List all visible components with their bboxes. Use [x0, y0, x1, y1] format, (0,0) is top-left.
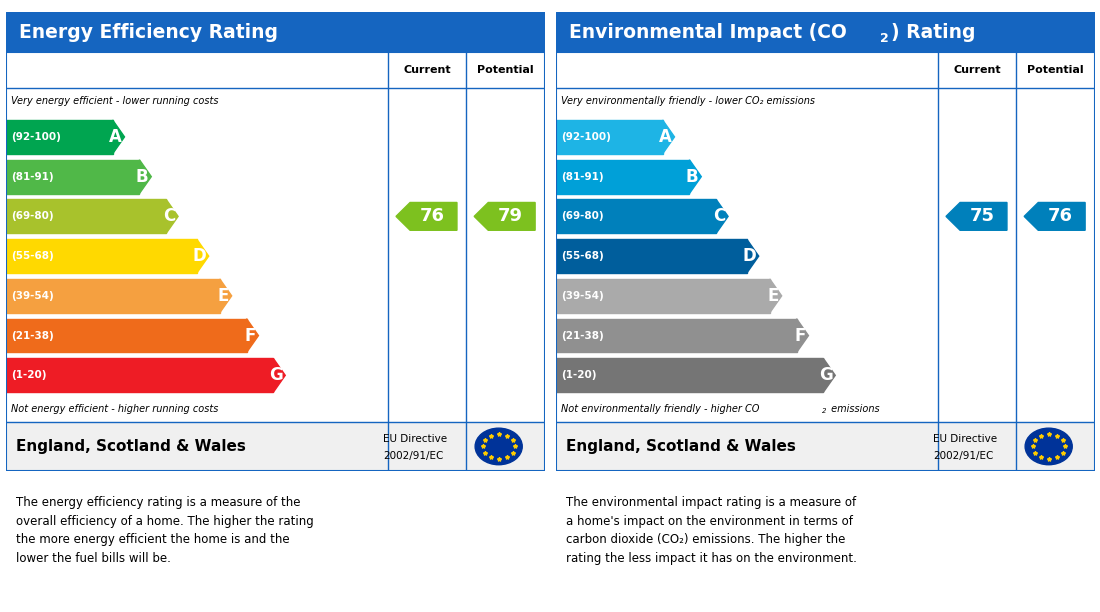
Text: Not energy efficient - higher running costs: Not energy efficient - higher running co…	[11, 404, 218, 414]
Text: D: D	[742, 247, 756, 265]
Text: (81-91): (81-91)	[561, 171, 604, 182]
Text: Potential: Potential	[477, 65, 534, 75]
Text: A: A	[659, 128, 672, 146]
Text: Energy Efficiency Rating: Energy Efficiency Rating	[19, 23, 278, 42]
Polygon shape	[197, 239, 209, 273]
Polygon shape	[112, 120, 124, 154]
Text: A: A	[109, 128, 122, 146]
Bar	[556, 239, 747, 273]
Text: B: B	[136, 168, 149, 185]
Text: B: B	[686, 168, 698, 185]
Text: (69-80): (69-80)	[11, 211, 54, 222]
Bar	[6, 319, 246, 353]
Text: Current: Current	[404, 65, 451, 75]
Text: F: F	[244, 327, 256, 345]
Text: 2: 2	[823, 408, 827, 414]
Text: (92-100): (92-100)	[561, 132, 610, 142]
Text: Very energy efficient - lower running costs: Very energy efficient - lower running co…	[11, 96, 219, 106]
Text: (39-54): (39-54)	[561, 291, 604, 301]
Polygon shape	[140, 160, 152, 193]
Circle shape	[475, 428, 522, 465]
Text: Very environmentally friendly - lower CO₂ emissions: Very environmentally friendly - lower CO…	[561, 96, 815, 106]
Text: G: G	[268, 367, 283, 384]
Bar	[6, 200, 166, 233]
Text: C: C	[713, 207, 725, 225]
Text: (21-38): (21-38)	[561, 330, 604, 341]
Polygon shape	[796, 319, 808, 353]
Text: F: F	[794, 327, 806, 345]
Polygon shape	[1024, 203, 1085, 230]
Bar	[6, 160, 140, 193]
Text: 76: 76	[419, 207, 444, 225]
Text: EU Directive: EU Directive	[383, 435, 447, 444]
Text: The energy efficiency rating is a measure of the
overall efficiency of a home. T: The energy efficiency rating is a measur…	[16, 496, 313, 565]
Text: (21-38): (21-38)	[11, 330, 54, 341]
Text: (55-68): (55-68)	[11, 251, 54, 261]
Bar	[556, 160, 690, 193]
Bar	[6, 279, 220, 313]
Text: Environmental Impact (CO: Environmental Impact (CO	[569, 23, 847, 42]
Text: England, Scotland & Wales: England, Scotland & Wales	[16, 439, 246, 454]
Text: (92-100): (92-100)	[11, 132, 60, 142]
Text: England, Scotland & Wales: England, Scotland & Wales	[566, 439, 796, 454]
Bar	[556, 319, 796, 353]
Text: (81-91): (81-91)	[11, 171, 54, 182]
Text: (1-20): (1-20)	[561, 370, 596, 380]
Text: 2: 2	[880, 32, 889, 45]
Polygon shape	[662, 120, 674, 154]
Polygon shape	[690, 160, 702, 193]
Polygon shape	[166, 200, 178, 233]
Text: (69-80): (69-80)	[561, 211, 604, 222]
Text: EU Directive: EU Directive	[933, 435, 997, 444]
Text: ) Rating: ) Rating	[891, 23, 976, 42]
Text: 75: 75	[969, 207, 994, 225]
Bar	[6, 359, 274, 392]
Text: Potential: Potential	[1027, 65, 1084, 75]
Bar	[556, 200, 716, 233]
Bar	[6, 422, 544, 471]
Polygon shape	[274, 359, 285, 392]
Text: (1-20): (1-20)	[11, 370, 46, 380]
Text: emissions: emissions	[827, 404, 879, 414]
Bar	[556, 120, 662, 154]
Text: 79: 79	[497, 207, 522, 225]
Text: (39-54): (39-54)	[11, 291, 54, 301]
Text: The environmental impact rating is a measure of
a home's impact on the environme: The environmental impact rating is a mea…	[566, 496, 857, 565]
Polygon shape	[220, 279, 232, 313]
Text: G: G	[818, 367, 833, 384]
Polygon shape	[474, 203, 535, 230]
Text: C: C	[163, 207, 175, 225]
Bar	[6, 120, 112, 154]
Polygon shape	[396, 203, 456, 230]
Text: 76: 76	[1047, 207, 1072, 225]
Text: E: E	[218, 287, 229, 305]
Text: D: D	[192, 247, 206, 265]
Bar	[556, 359, 824, 392]
Bar	[6, 239, 197, 273]
Polygon shape	[946, 203, 1006, 230]
Text: Not environmentally friendly - higher CO: Not environmentally friendly - higher CO	[561, 404, 759, 414]
Text: 2002/91/EC: 2002/91/EC	[933, 451, 993, 461]
Polygon shape	[824, 359, 835, 392]
Polygon shape	[770, 279, 782, 313]
Text: 2002/91/EC: 2002/91/EC	[383, 451, 443, 461]
Circle shape	[1025, 428, 1072, 465]
Polygon shape	[246, 319, 258, 353]
Bar	[556, 279, 770, 313]
Polygon shape	[747, 239, 759, 273]
Polygon shape	[716, 200, 728, 233]
Text: E: E	[768, 287, 779, 305]
Bar	[556, 422, 1094, 471]
Text: (55-68): (55-68)	[561, 251, 604, 261]
Text: Current: Current	[954, 65, 1001, 75]
